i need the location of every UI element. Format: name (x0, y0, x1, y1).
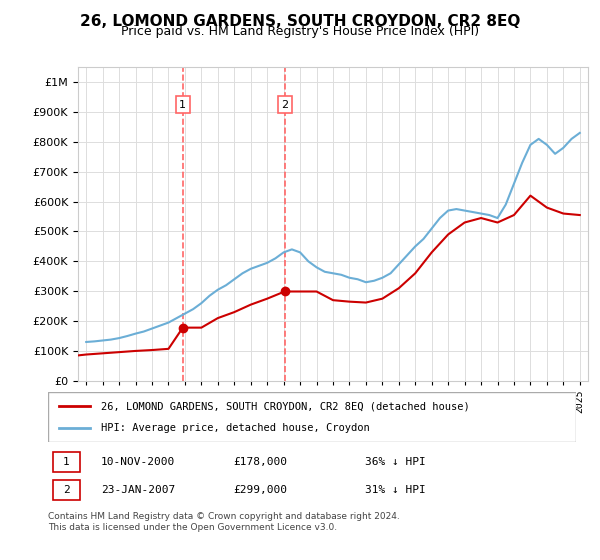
Text: 26, LOMOND GARDENS, SOUTH CROYDON, CR2 8EQ (detached house): 26, LOMOND GARDENS, SOUTH CROYDON, CR2 8… (101, 401, 470, 411)
FancyBboxPatch shape (53, 480, 80, 500)
FancyBboxPatch shape (48, 392, 576, 442)
Text: 23-JAN-2007: 23-JAN-2007 (101, 485, 175, 495)
Text: £178,000: £178,000 (233, 457, 287, 467)
Text: 1: 1 (179, 100, 186, 110)
Text: Contains HM Land Registry data © Crown copyright and database right 2024.
This d: Contains HM Land Registry data © Crown c… (48, 512, 400, 532)
Text: 1: 1 (63, 457, 70, 467)
Text: £299,000: £299,000 (233, 485, 287, 495)
Text: 31% ↓ HPI: 31% ↓ HPI (365, 485, 425, 495)
Text: 36% ↓ HPI: 36% ↓ HPI (365, 457, 425, 467)
Text: Price paid vs. HM Land Registry's House Price Index (HPI): Price paid vs. HM Land Registry's House … (121, 25, 479, 38)
FancyBboxPatch shape (53, 452, 80, 472)
Text: 2: 2 (63, 485, 70, 495)
Text: HPI: Average price, detached house, Croydon: HPI: Average price, detached house, Croy… (101, 423, 370, 433)
Text: 26, LOMOND GARDENS, SOUTH CROYDON, CR2 8EQ: 26, LOMOND GARDENS, SOUTH CROYDON, CR2 8… (80, 14, 520, 29)
Text: 2: 2 (281, 100, 288, 110)
Text: 10-NOV-2000: 10-NOV-2000 (101, 457, 175, 467)
